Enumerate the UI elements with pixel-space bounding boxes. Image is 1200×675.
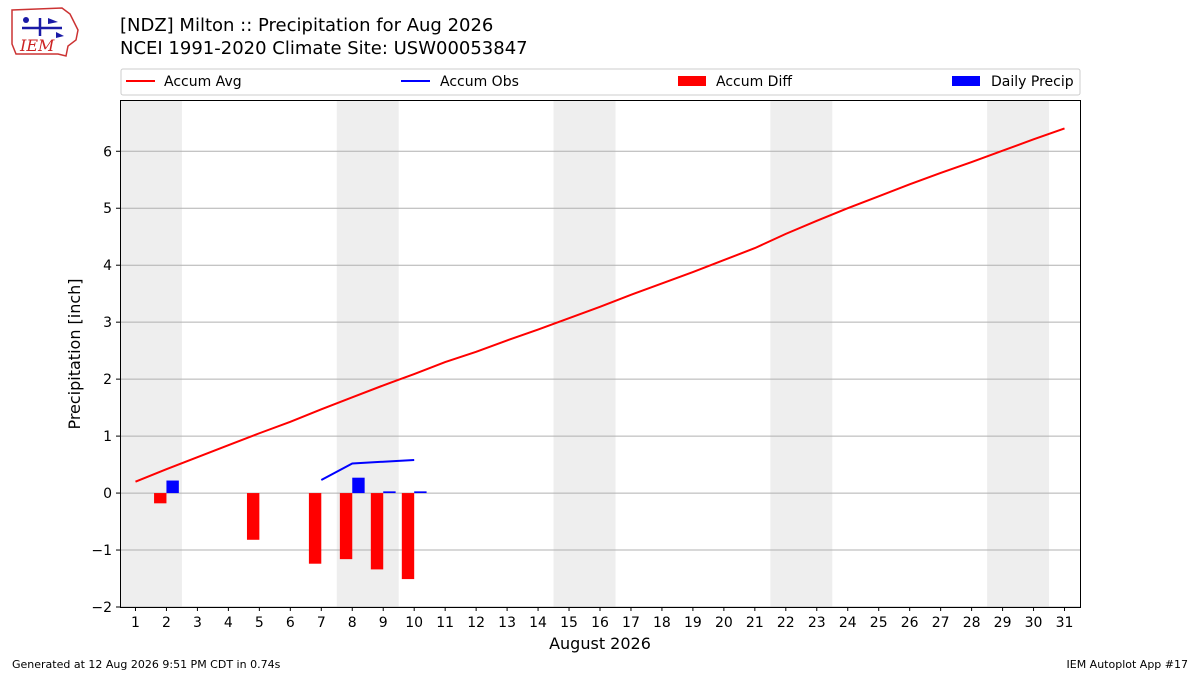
legend-label-accum-diff: Accum Diff bbox=[716, 74, 792, 90]
x-tick-label: 10 bbox=[405, 615, 423, 631]
x-tick-label: 24 bbox=[839, 615, 857, 631]
x-tick-label: 7 bbox=[317, 615, 326, 631]
accum-diff-bar bbox=[339, 493, 353, 560]
daily-precip-bar bbox=[414, 491, 427, 494]
legend-swatch-accum-diff bbox=[678, 76, 706, 86]
weekend-band bbox=[120, 100, 182, 607]
legend-swatch-daily-precip bbox=[952, 76, 980, 86]
x-axis-label: August 2026 bbox=[549, 634, 651, 653]
accum-diff-bar bbox=[370, 493, 384, 570]
x-tick-label: 15 bbox=[560, 615, 578, 631]
accum-diff-bar bbox=[401, 493, 415, 580]
x-tick-label: 2 bbox=[162, 615, 171, 631]
footer-generated: Generated at 12 Aug 2026 9:51 PM CDT in … bbox=[12, 658, 281, 671]
y-tick-label: 0 bbox=[103, 486, 112, 502]
x-tick-label: 25 bbox=[870, 615, 888, 631]
y-tick-label: −2 bbox=[91, 600, 112, 616]
x-tick-label: 5 bbox=[255, 615, 264, 631]
y-tick-label: 4 bbox=[103, 258, 112, 274]
x-tick-label: 11 bbox=[436, 615, 454, 631]
x-tick-label: 28 bbox=[963, 615, 981, 631]
y-tick-label: −1 bbox=[91, 543, 112, 559]
y-axis: −2 −1 0 1 2 3 4 5 6 bbox=[91, 144, 120, 616]
daily-precip-bar bbox=[352, 477, 365, 494]
accum-diff-bar bbox=[246, 493, 260, 540]
x-tick-label: 23 bbox=[808, 615, 826, 631]
accum-obs-line bbox=[320, 459, 415, 481]
accum-avg-line bbox=[135, 127, 1065, 483]
footer-app: IEM Autoplot App #17 bbox=[1067, 658, 1189, 671]
x-tick-label: 16 bbox=[591, 615, 609, 631]
y-tick-label: 1 bbox=[103, 429, 112, 445]
legend-frame bbox=[120, 68, 1081, 96]
logo-text: IEM bbox=[19, 36, 55, 55]
bar-series bbox=[154, 477, 427, 580]
weekend-bands bbox=[120, 100, 1050, 607]
daily-precip-bar bbox=[383, 491, 396, 494]
legend: Accum Avg Accum Obs Accum Diff Daily Pre… bbox=[120, 68, 1081, 96]
x-tick-label: 18 bbox=[653, 615, 671, 631]
x-tick-label: 6 bbox=[286, 615, 295, 631]
x-axis: 1 2 3 4 5 6 7 8 9 10 11 12 13 14 15 16 17 18 19 20 21 22 23 24 2… bbox=[131, 607, 1073, 631]
weekend-band bbox=[987, 100, 1050, 607]
x-tick-label: 13 bbox=[498, 615, 516, 631]
x-tick-label: 4 bbox=[224, 615, 233, 631]
x-tick-label: 9 bbox=[379, 615, 388, 631]
x-tick-label: 29 bbox=[994, 615, 1012, 631]
chart-subtitle: NCEI 1991-2020 Climate Site: USW00053847 bbox=[120, 38, 528, 59]
accum-diff-bar bbox=[308, 493, 322, 564]
y-axis-label: Precipitation [inch] bbox=[65, 278, 84, 429]
line-series bbox=[135, 127, 1065, 483]
x-tick-label: 12 bbox=[467, 615, 485, 631]
x-tick-label: 1 bbox=[131, 615, 140, 631]
x-tick-label: 17 bbox=[622, 615, 640, 631]
x-tick-label: 14 bbox=[529, 615, 547, 631]
chart-title: [NDZ] Milton :: Precipitation for Aug 20… bbox=[120, 15, 493, 36]
x-tick-label: 8 bbox=[348, 615, 357, 631]
weekend-band bbox=[553, 100, 616, 607]
x-tick-label: 3 bbox=[193, 615, 202, 631]
iem-logo: IEM bbox=[11, 7, 79, 57]
y-tick-label: 5 bbox=[103, 201, 112, 217]
x-tick-label: 20 bbox=[715, 615, 733, 631]
x-tick-label: 22 bbox=[777, 615, 795, 631]
legend-label-accum-avg: Accum Avg bbox=[164, 74, 242, 90]
x-tick-label: 26 bbox=[901, 615, 919, 631]
x-tick-label: 30 bbox=[1025, 615, 1043, 631]
x-tick-label: 19 bbox=[684, 615, 702, 631]
y-tick-label: 2 bbox=[103, 372, 112, 388]
legend-label-daily-precip: Daily Precip bbox=[991, 74, 1074, 90]
accum-diff-bar bbox=[154, 493, 167, 504]
x-tick-label: 27 bbox=[932, 615, 950, 631]
y-tick-label: 6 bbox=[103, 144, 112, 160]
y-tick-label: 3 bbox=[103, 315, 112, 331]
weekend-band bbox=[770, 100, 833, 607]
x-tick-label: 21 bbox=[746, 615, 764, 631]
legend-label-accum-obs: Accum Obs bbox=[440, 74, 519, 90]
grid-lines bbox=[120, 150, 1080, 608]
daily-precip-bar bbox=[166, 480, 179, 494]
x-tick-label: 31 bbox=[1056, 615, 1074, 631]
